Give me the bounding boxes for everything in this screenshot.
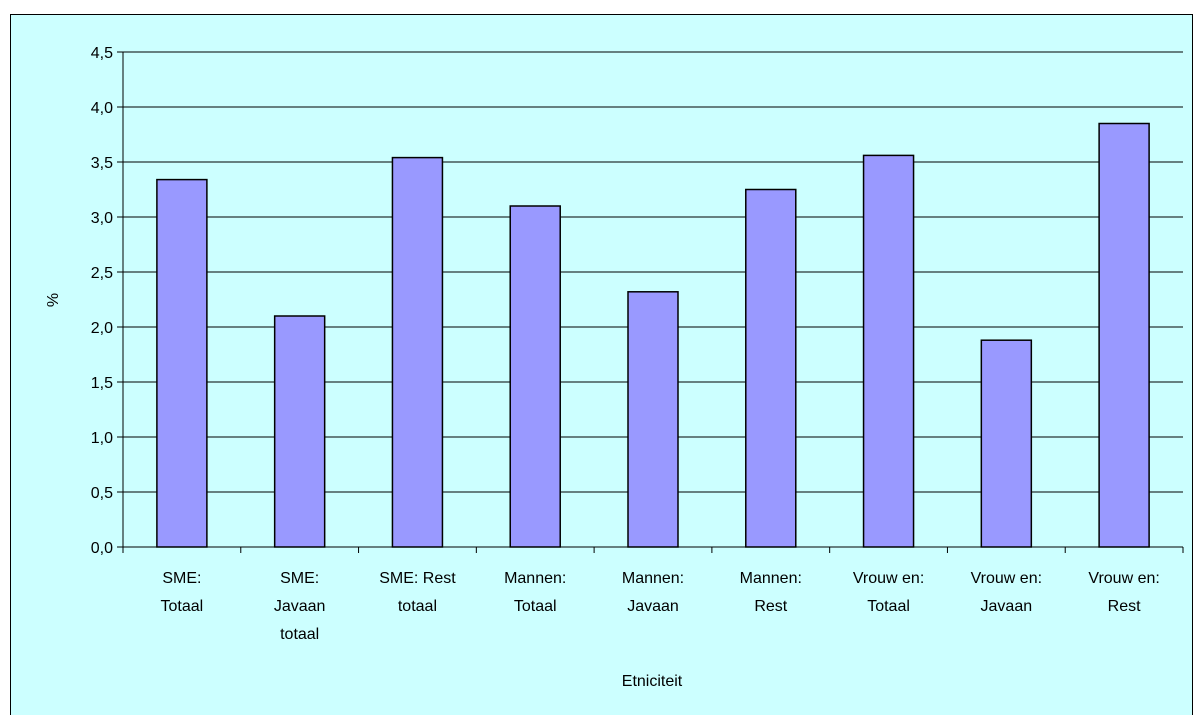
x-tick-label-line: Rest <box>754 598 787 615</box>
x-tick-label: Vrouw en: Rest <box>1088 570 1159 615</box>
x-tick-label-line: Totaal <box>514 598 557 615</box>
x-tick-label: SME: Rest totaal <box>379 570 456 615</box>
x-tick-label-line: Totaal <box>867 598 910 615</box>
x-tick-label-line: Vrouw en: <box>853 570 924 587</box>
x-tick-label-line: Javaan <box>627 598 679 615</box>
x-tick-label-line: Mannen: <box>504 570 566 587</box>
y-tick-label: 3,5 <box>91 155 113 172</box>
x-tick-label-line: Mannen: <box>740 570 802 587</box>
y-tick-label: 3,0 <box>91 210 113 227</box>
x-tick-label: Vrouw en: Totaal <box>853 570 924 615</box>
x-tick-label-line: totaal <box>280 626 319 643</box>
x-tick-label: Vrouw en: Javaan <box>971 570 1042 615</box>
x-axis-title: Etniciteit <box>622 673 683 690</box>
y-tick-label: 2,5 <box>91 265 113 282</box>
bar <box>862 154 915 548</box>
x-tick-label: SME: Totaal <box>161 570 204 615</box>
x-tick-label: Mannen: Javaan <box>622 570 684 615</box>
bar <box>509 205 561 548</box>
x-tick-labels: SME: Totaal SME: Javaan totaal SME: Rest totaa… <box>161 570 1160 643</box>
y-tick-label: 0,5 <box>91 485 113 502</box>
y-tick-label: 1,5 <box>91 375 113 392</box>
y-tick-label: 2,0 <box>91 320 113 337</box>
x-tick-label-line: Totaal <box>161 598 204 615</box>
x-tick-label: SME: Javaan totaal <box>274 570 326 643</box>
x-tick-label: Mannen: Rest <box>740 570 802 615</box>
y-tick-labels: 0,0 0,5 1,0 1,5 2,0 2,5 3,0 3,5 4,0 4,5 <box>91 45 113 557</box>
axes <box>117 51 1184 553</box>
x-tick-label-line: Mannen: <box>622 570 684 587</box>
x-tick-label-line: Vrouw en: <box>1088 570 1159 587</box>
y-tick-label: 4,5 <box>91 45 113 62</box>
y-tick-label: 0,0 <box>91 540 113 557</box>
x-tick-label-line: SME: <box>280 570 319 587</box>
bar <box>627 291 679 548</box>
bar <box>745 188 797 548</box>
x-tick-label: Mannen: Totaal <box>504 570 566 615</box>
x-tick-label-line: SME: Rest <box>379 570 456 587</box>
y-tick-label: 1,0 <box>91 430 113 447</box>
x-tick-label-line: Vrouw en: <box>971 570 1042 587</box>
bar <box>1098 122 1150 548</box>
x-tick-label-line: Rest <box>1108 598 1141 615</box>
bar <box>156 178 208 548</box>
x-tick-label-line: SME: <box>162 570 201 587</box>
x-tick-label-line: Javaan <box>981 598 1033 615</box>
bar <box>980 339 1033 548</box>
x-tick-label-line: Javaan <box>274 598 326 615</box>
y-axis-title: % <box>45 293 62 307</box>
bar <box>273 315 326 548</box>
x-tick-label-line: totaal <box>398 598 437 615</box>
bar <box>391 156 444 548</box>
bar-series <box>156 122 1150 548</box>
y-tick-label: 4,0 <box>91 100 113 117</box>
